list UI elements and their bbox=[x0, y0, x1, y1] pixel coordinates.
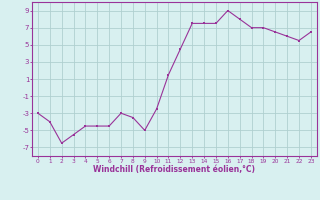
X-axis label: Windchill (Refroidissement éolien,°C): Windchill (Refroidissement éolien,°C) bbox=[93, 165, 255, 174]
